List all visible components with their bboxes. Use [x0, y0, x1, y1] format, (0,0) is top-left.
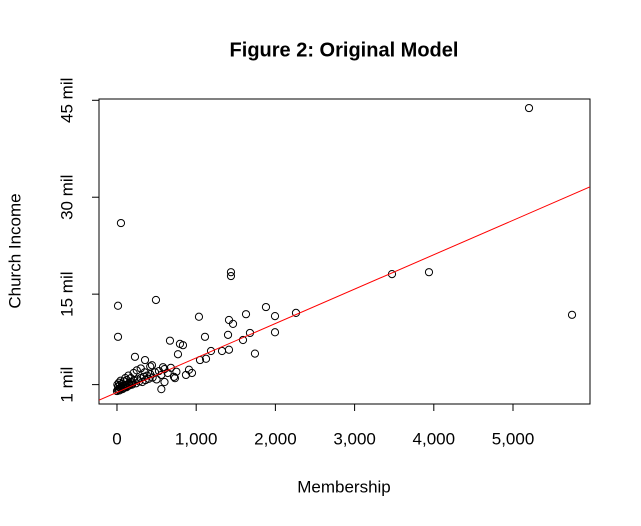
- point: [116, 218, 126, 228]
- point: [228, 319, 238, 328]
- y-tick-label: 45 mil: [57, 78, 76, 123]
- x-tick-label: 5,000: [492, 429, 535, 448]
- plot-frame: [98, 98, 591, 405]
- point: [200, 332, 210, 341]
- point: [206, 346, 216, 356]
- point: [424, 268, 434, 277]
- point: [172, 367, 181, 376]
- point: [241, 310, 251, 319]
- point: [130, 352, 140, 361]
- x-tick-label: 0: [112, 429, 121, 448]
- regression-line: [99, 186, 590, 401]
- point: [181, 370, 191, 380]
- x-tick-label: 3,000: [333, 429, 376, 448]
- point: [144, 374, 153, 383]
- point: [140, 355, 150, 365]
- point: [173, 350, 183, 359]
- point: [132, 366, 141, 375]
- point: [157, 385, 166, 394]
- point: [152, 375, 161, 384]
- point: [170, 374, 180, 383]
- y-tick-label: 30 mil: [57, 175, 76, 220]
- x-axis-label: Membership: [297, 477, 391, 496]
- point: [270, 328, 280, 337]
- x-tick-label: 2,000: [254, 429, 297, 448]
- point: [113, 301, 123, 310]
- x-tick-label: 1,000: [175, 429, 218, 448]
- y-axis-label: Church Income: [5, 193, 24, 308]
- point: [217, 346, 227, 356]
- y-tick-label: 1 mil: [57, 367, 76, 403]
- point: [169, 372, 179, 381]
- point: [261, 302, 271, 312]
- point: [151, 295, 161, 305]
- point: [223, 330, 233, 339]
- point: [178, 341, 188, 350]
- point: [160, 377, 169, 387]
- point: [146, 362, 155, 371]
- point: [201, 354, 211, 363]
- point: [238, 335, 248, 345]
- point: [270, 312, 280, 321]
- point: [226, 271, 236, 281]
- chart-title: Figure 2: Original Model: [230, 39, 459, 61]
- point: [524, 103, 534, 113]
- point: [226, 268, 236, 277]
- point: [148, 373, 157, 382]
- point: [147, 361, 157, 370]
- y-tick-label: 15 mil: [57, 271, 76, 316]
- point: [194, 312, 204, 321]
- point: [567, 310, 577, 319]
- point: [113, 332, 123, 341]
- point: [224, 315, 234, 325]
- point: [250, 349, 260, 358]
- point: [165, 336, 175, 345]
- point: [224, 345, 234, 354]
- x-tick-label: 4,000: [413, 429, 456, 448]
